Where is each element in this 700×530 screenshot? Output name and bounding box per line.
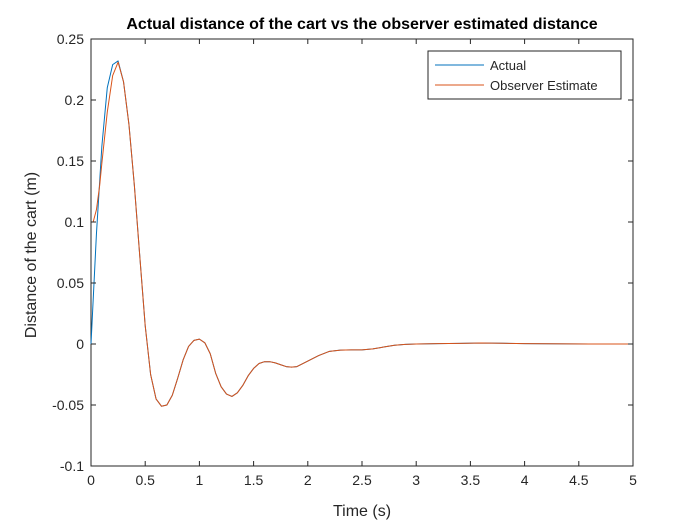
x-tick-label: 4.5: [569, 472, 589, 488]
x-tick-label: 1.5: [244, 472, 264, 488]
series-line-2: [91, 61, 633, 407]
x-tick-label: 5: [629, 472, 637, 488]
axes-box: [90, 38, 634, 467]
x-tick-label: 3: [412, 472, 420, 488]
x-tick-label: 4: [521, 472, 529, 488]
plot-area: [90, 38, 634, 467]
y-tick-label: 0.25: [57, 31, 84, 47]
x-tick-label: 2: [304, 472, 312, 488]
x-tick-label: 0.5: [135, 472, 155, 488]
y-tick-label: 0.1: [65, 214, 85, 230]
y-tick-label: 0.15: [57, 153, 84, 169]
x-tick-label: 0: [87, 472, 95, 488]
x-tick-label: 3.5: [461, 472, 481, 488]
y-tick-label: 0: [76, 336, 84, 352]
legend-label: Observer Estimate: [490, 78, 598, 93]
x-tick-label: 1: [196, 472, 204, 488]
y-axis-label: Distance of the cart (m): [23, 172, 40, 338]
x-axis-label: Time (s): [333, 503, 391, 520]
y-tick-label: 0.2: [65, 92, 85, 108]
x-axis: 0 0.5 1 1.5 2 2.5 3 3.5 4 4.5 5: [87, 39, 637, 488]
y-tick-label: -0.05: [52, 397, 84, 413]
x-tick-label: 2.5: [352, 472, 372, 488]
y-tick-label: 0.05: [57, 275, 84, 291]
chart-title: Actual distance of the cart vs the obser…: [126, 16, 597, 33]
legend-label: Actual: [490, 58, 526, 73]
y-tick-label: -0.1: [60, 458, 84, 474]
legend-box: [427, 50, 622, 100]
y-axis: -0.1 -0.05 0 0.05 0.1 0.15 0.2 0.25: [52, 31, 633, 474]
legend: Actual Observer Estimate: [427, 50, 622, 100]
